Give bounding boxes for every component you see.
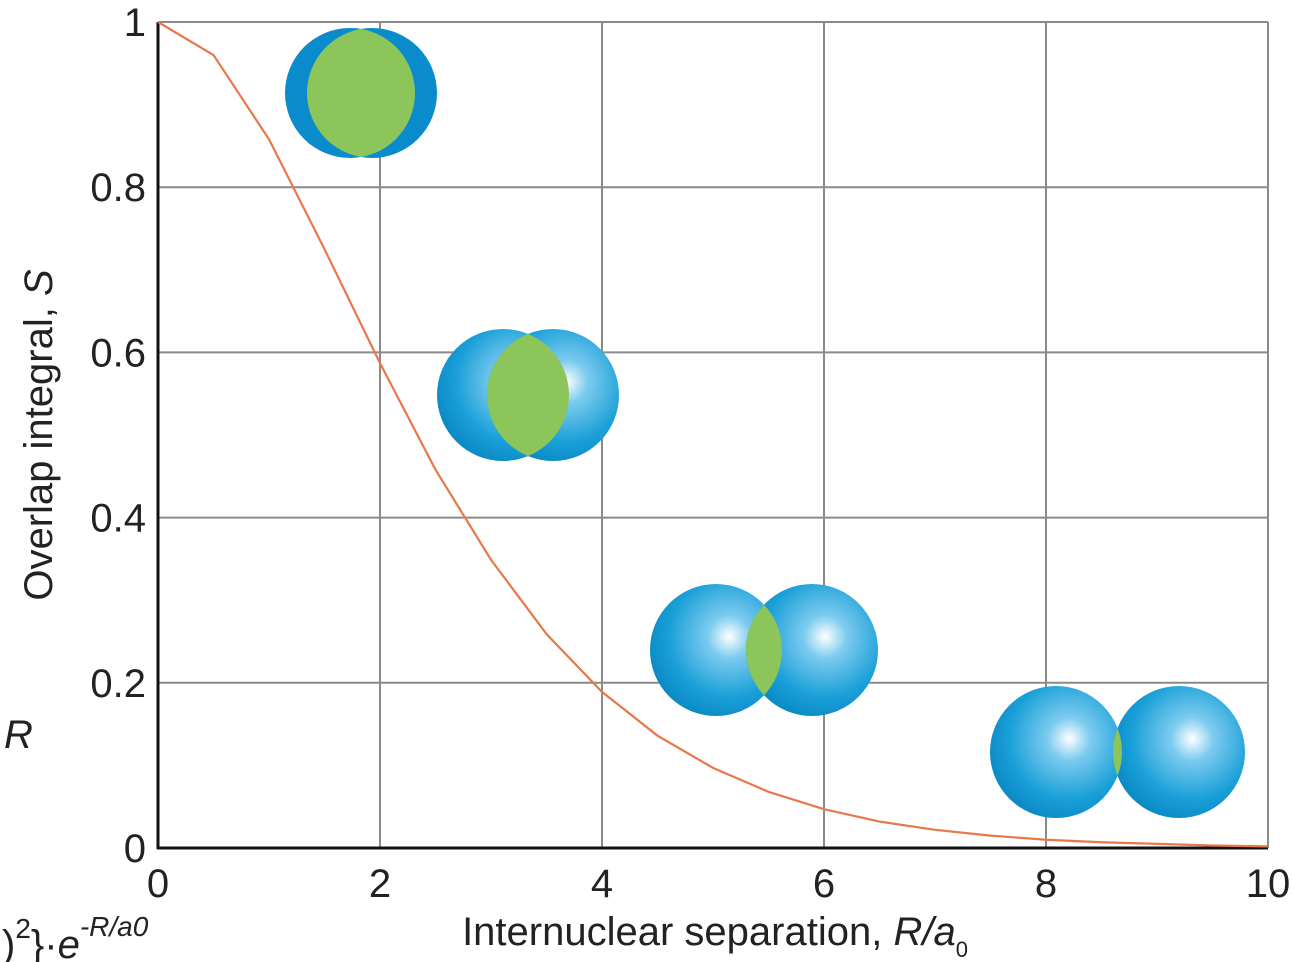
formula-part: }· [31,923,58,962]
orbital [1113,686,1245,818]
y-label-italic: S [17,269,61,296]
y-label-text: Overlap integral, [17,296,61,601]
x-label-text: Internuclear separation, [462,910,893,954]
x-tick-label: 10 [1246,862,1291,906]
y-tick-label: 0 [124,827,146,871]
formula-e: e [58,923,80,962]
y-tick-label: 0.2 [90,662,146,706]
formula-fragment: )2}·e-R/a0 [2,911,149,962]
x-tick-label: 0 [147,862,169,906]
x-tick-label: 2 [369,862,391,906]
orbital-illustrations [285,28,1245,818]
x-tick-label: 8 [1035,862,1057,906]
page: Internuclear separation, R/a0 Overlap in… [0,0,1294,962]
x-tick-label: 6 [813,862,835,906]
x-label-italic: R/a [893,910,955,954]
orbital [990,686,1122,818]
y-tick-label: 0.6 [90,331,146,375]
chart: Internuclear separation, R/a0 Overlap in… [0,0,1294,962]
formula-sup: 2 [15,913,31,944]
side-label: R [4,713,33,757]
formula-exponent: -R/a0 [80,911,149,942]
y-axis-label: Overlap integral, S [17,269,61,601]
y-tick-label: 0.4 [90,497,146,541]
formula-part: ) [2,923,15,962]
x-tick-label: 4 [591,862,613,906]
y-tick-label: 0.8 [90,166,146,210]
y-tick-label: 1 [124,1,146,45]
x-label-subscript: 0 [956,937,968,962]
x-axis-label: Internuclear separation, R/a0 [462,910,968,962]
